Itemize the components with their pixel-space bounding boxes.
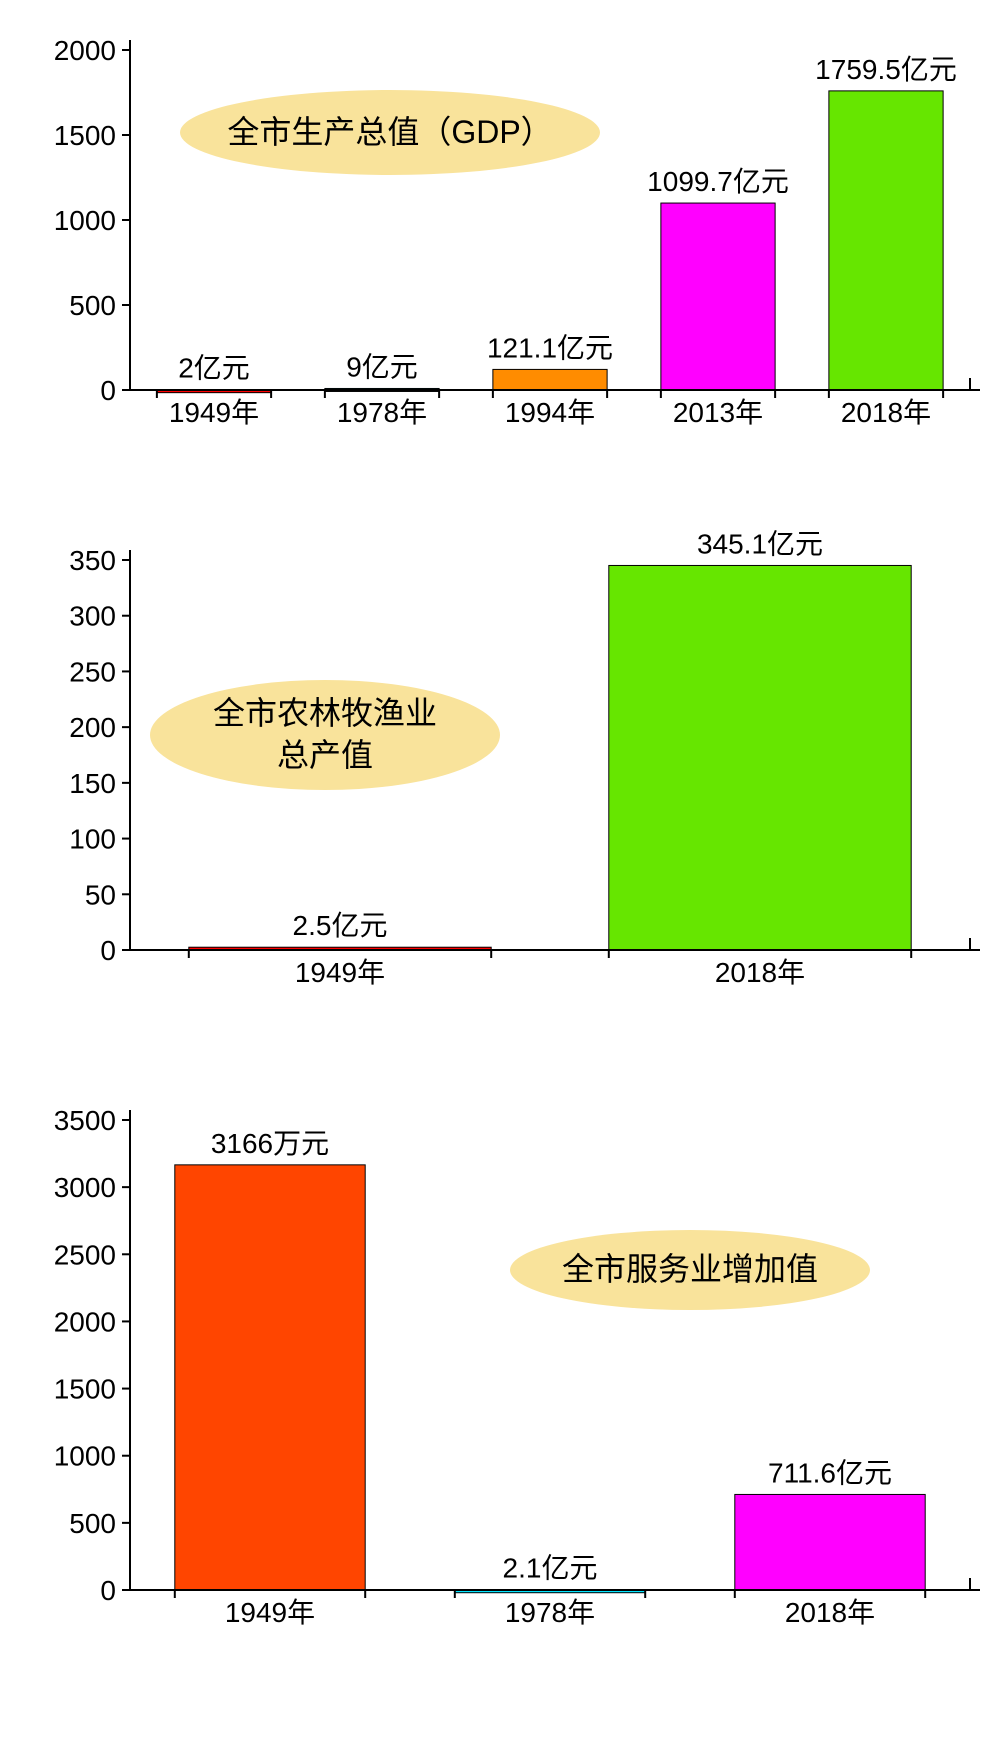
x-tick-label: 1994年: [505, 397, 595, 428]
bar: [609, 565, 911, 950]
bar-value-label: 2亿元: [178, 353, 250, 384]
gdp-chart-svg: 0 500 1000 1500 2000 2亿元 1949年 9亿元 1978年 121.1亿元 1…: [0, 20, 1005, 450]
service-chart-svg: 0 500 1000 1500 2000 2500 3000 3500 3166万元 1949年 2…: [0, 1090, 1005, 1650]
bar: [493, 369, 607, 390]
bar: [175, 1165, 365, 1590]
agri-chart: 全市农林牧渔业总产值 0 50 100 150 200 250 300 350 2.5亿元 194…: [0, 530, 1005, 1010]
x-tick-label: 1949年: [169, 397, 259, 428]
service-chart-title: 全市服务业增加值: [562, 1249, 818, 1291]
gdp-chart-title-badge: 全市生产总值（GDP）: [180, 90, 600, 175]
y-tick-label: 2500: [54, 1239, 116, 1270]
y-tick-label: 1500: [54, 120, 116, 151]
y-tick-label: 0: [100, 935, 116, 966]
y-tick-label: 250: [69, 656, 116, 687]
x-tick-label: 1949年: [295, 957, 385, 988]
bar-value-label: 121.1亿元: [487, 332, 613, 363]
x-tick-label: 1978年: [505, 1597, 595, 1628]
gdp-chart-title: 全市生产总值（GDP）: [227, 112, 552, 154]
bar: [661, 203, 775, 390]
agri-chart-title-badge: 全市农林牧渔业总产值: [150, 680, 500, 790]
bar-value-label: 1759.5亿元: [815, 54, 957, 85]
bar-value-label: 711.6亿元: [768, 1457, 892, 1488]
bar-value-label: 2.5亿元: [293, 910, 388, 941]
y-tick-label: 3000: [54, 1172, 116, 1203]
bar: [735, 1494, 925, 1590]
y-tick-label: 2000: [54, 35, 116, 66]
agri-chart-svg: 0 50 100 150 200 250 300 350 2.5亿元 1949年 345.1亿元 20…: [0, 530, 1005, 1010]
gdp-chart: 全市生产总值（GDP） 0 500 1000 1500 2000 2亿元 1949年 9亿元 1…: [0, 20, 1005, 450]
bar-value-label: 2.1亿元: [503, 1553, 598, 1584]
bar: [829, 91, 943, 390]
bar-value-label: 9亿元: [346, 351, 418, 382]
y-tick-label: 2000: [54, 1306, 116, 1337]
x-tick-label: 1949年: [225, 1597, 315, 1628]
bar-value-label: 345.1亿元: [697, 530, 823, 559]
x-tick-label: 2018年: [841, 397, 931, 428]
y-tick-label: 50: [85, 879, 116, 910]
y-tick-label: 150: [69, 768, 116, 799]
x-tick-label: 2013年: [673, 397, 763, 428]
agri-chart-title: 全市农林牧渔业总产值: [213, 693, 437, 776]
y-tick-label: 1500: [54, 1374, 116, 1405]
y-tick-label: 3500: [54, 1105, 116, 1136]
x-tick-label: 2018年: [715, 957, 805, 988]
service-chart: 全市服务业增加值 0 500 1000 1500 2000 2500 3000 3500 316…: [0, 1090, 1005, 1650]
y-tick-label: 500: [69, 1508, 116, 1539]
y-tick-label: 350: [69, 545, 116, 576]
y-tick-label: 0: [100, 375, 116, 406]
y-tick-label: 300: [69, 601, 116, 632]
x-tick-label: 2018年: [785, 1597, 875, 1628]
y-tick-label: 0: [100, 1575, 116, 1606]
bar-value-label: 3166万元: [211, 1128, 329, 1159]
y-tick-label: 200: [69, 712, 116, 743]
y-tick-label: 500: [69, 290, 116, 321]
x-tick-label: 1978年: [337, 397, 427, 428]
y-tick-label: 100: [69, 824, 116, 855]
y-tick-label: 1000: [54, 1441, 116, 1472]
bar-value-label: 1099.7亿元: [647, 166, 789, 197]
y-tick-label: 1000: [54, 205, 116, 236]
service-chart-title-badge: 全市服务业增加值: [510, 1230, 870, 1310]
